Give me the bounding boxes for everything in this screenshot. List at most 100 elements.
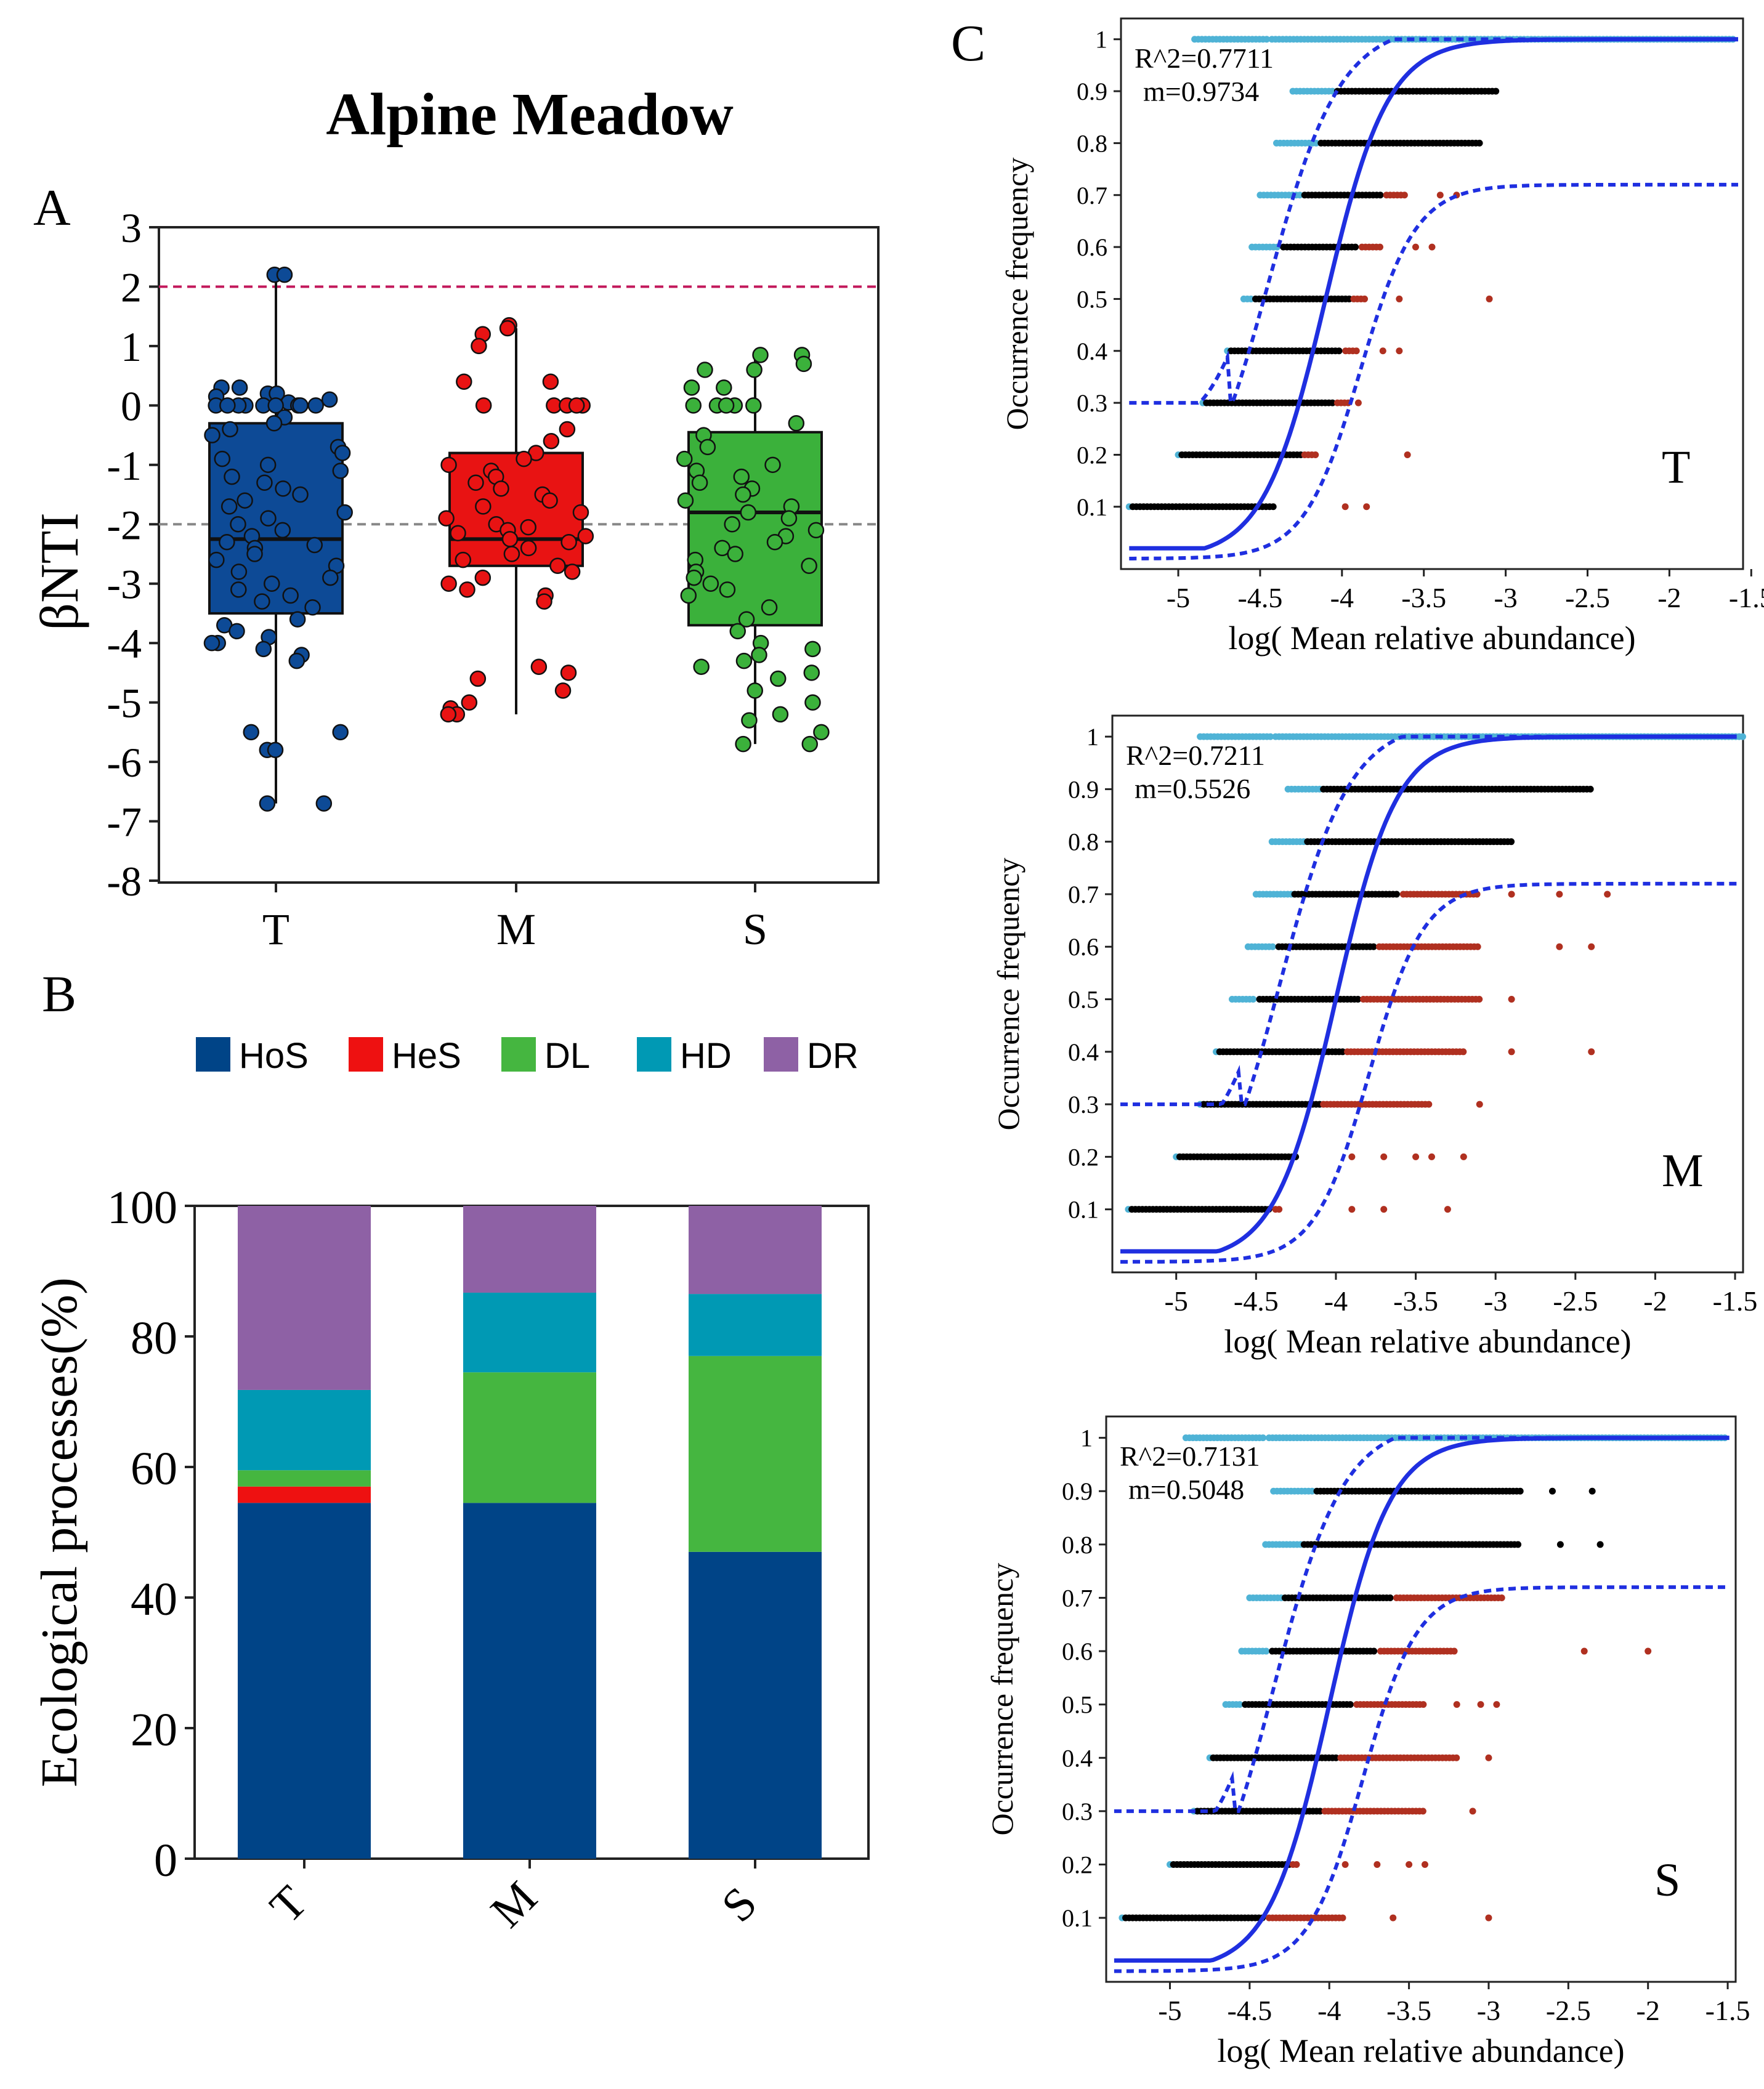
panel-b-bar-m-dl (463, 1372, 596, 1503)
panel-a-ylabel: βNTI (30, 512, 90, 630)
panel-c-point-above (1548, 1487, 1556, 1495)
panel-c-point-neutral (1587, 785, 1594, 793)
panel-b-legend: HoS HeS DL HD DR (196, 1036, 859, 1076)
panel-c-xtick-label: -4.5 (1238, 582, 1283, 613)
panel-c-point-above (1486, 295, 1493, 302)
panel-a-point-s (683, 379, 700, 396)
panel-b-ytick-label: 100 (107, 1182, 177, 1234)
panel-c-point-neutral (1386, 1594, 1394, 1601)
panel-c-point-above (1453, 1754, 1460, 1761)
panel-a-point-s (693, 658, 710, 676)
panel-c-frame (1120, 17, 1744, 570)
panel-a-point-t (229, 623, 245, 640)
panel-a-point-m (474, 569, 492, 586)
panel-a-point-t (222, 421, 238, 438)
panel-b-bar-t-dr (238, 1206, 371, 1390)
panel-a-point-s (761, 599, 778, 616)
panel-a-ytick-label: -3 (107, 561, 142, 608)
panel-a-point-s (746, 362, 763, 378)
panel-a-point-s (733, 468, 750, 485)
panel-c-ytick-label: 0.9 (1077, 78, 1107, 105)
panel-c-plot-s: 0.1 0.2 0.3 0.4 0.5 0.6 0.7 0.8 0.9 1 -5 -4.5 -4 -3.5… (985, 1415, 1750, 2069)
panel-c-r2: R^2=0.7711 (1135, 42, 1274, 74)
panel-a-point-t (321, 391, 338, 408)
panel-c-point-above (1428, 243, 1436, 251)
panel-c-point-neutral (1370, 943, 1377, 950)
panel-b-bar-m-hd (463, 1292, 596, 1373)
panel-a-point-t (292, 397, 309, 414)
panel-b-bar-t-hes (238, 1486, 371, 1503)
panel-c-ytick-label: 0.4 (1077, 337, 1107, 365)
panel-c-r2: R^2=0.7131 (1120, 1440, 1260, 1472)
panel-c-plot-label: M (1662, 1145, 1704, 1197)
panel-c-point-above (1469, 1808, 1476, 1815)
panel-c-point-above (1374, 1861, 1381, 1868)
panel-c-points (1125, 733, 1746, 1213)
panel-c-point-neutral (1316, 1808, 1324, 1815)
panel-a-point-s (752, 347, 769, 363)
panel-c-point-neutral (1352, 243, 1359, 251)
panel-c-xlabel: log( Mean relative abundance) (1224, 1323, 1631, 1360)
panel-a-point-t (203, 634, 220, 652)
panel-a-point-m (542, 373, 559, 390)
panel-a-point-s (735, 652, 753, 669)
panel-c-point-neutral (1393, 891, 1400, 898)
panel-a-point-s (813, 724, 830, 741)
panel-c-ytick-label: 1 (1095, 26, 1107, 54)
panel-a-point-m (543, 432, 560, 450)
panel-c-point-above (1341, 503, 1349, 511)
panel-a-point-m (549, 557, 566, 575)
panel-c-point-above (1419, 1808, 1426, 1815)
panel-c-ylabel: Occurrence frequency (991, 858, 1026, 1131)
panel-a-point-s (746, 682, 763, 699)
panel-a-frame (158, 226, 880, 884)
panel-c-ylabel: Occurrence frequency (1000, 158, 1034, 430)
panel-c-point-below (1267, 733, 1274, 740)
panel-c-xtick-label: -2 (1637, 1995, 1660, 2026)
panel-a-xtick-label: T (262, 905, 289, 954)
panel-c-point-neutral (1370, 1647, 1378, 1655)
panel-c-point-below (1269, 943, 1276, 950)
panel-b-legend-swatch-hd (637, 1037, 671, 1072)
panel-c-point-above (1361, 295, 1368, 302)
panel-a-point-m (493, 480, 509, 497)
panel-c-point-above (1493, 1701, 1500, 1708)
panel-label-c: C (951, 15, 985, 72)
panel-a-point-t (231, 379, 248, 396)
panel-c-point-above (1508, 996, 1515, 1003)
panel-c-point-above (1460, 1153, 1467, 1160)
panel-c-xtick-label: -5 (1165, 1285, 1188, 1317)
panel-c-ytick-label: 0.5 (1068, 986, 1099, 1014)
panel-a-ytick-label: 1 (121, 323, 142, 370)
panel-a-point-s (699, 438, 716, 456)
panel-c-point-neutral (1515, 1541, 1522, 1548)
panel-c-point-above (1588, 1487, 1596, 1495)
panel-a-point-s (795, 355, 812, 373)
panel-a-point-t (289, 611, 306, 628)
panel-b-xtick-label: S (712, 1877, 767, 1932)
panel-b-bar-t-dl (238, 1470, 371, 1487)
panel-b-yticks: 0 20 40 60 80 100 (107, 1182, 195, 1886)
panel-c-point-above (1436, 192, 1444, 199)
panel-c-point-neutral (1516, 1487, 1524, 1495)
panel-c-point-above (1450, 1647, 1458, 1655)
panel-c-xtick-label: -1.5 (1705, 1995, 1750, 2026)
panel-a-point-m (520, 539, 537, 557)
panel-a-point-t (224, 468, 240, 485)
panel-c-xtick-label: -4 (1324, 1285, 1348, 1317)
panel-a-points (203, 266, 830, 812)
panel-a-point-m (461, 694, 478, 711)
panel-a-point-m (560, 665, 577, 681)
panel-a-point-t (264, 575, 280, 592)
panel-c-ytick-label: 0.2 (1062, 1851, 1093, 1878)
panel-a-box-s (687, 430, 823, 627)
panel-a-point-m (520, 519, 536, 536)
panel-c-xtick-label: -2 (1657, 582, 1681, 613)
panel-c-ytick-label: 0.3 (1077, 389, 1107, 417)
panel-b-legend-label-hd: HD (680, 1036, 732, 1076)
panel-a-point-s (738, 611, 755, 628)
panel-c-ytick-label: 0.6 (1068, 933, 1099, 961)
panel-a-boxplot: βNTI 3 2 1 0 -1 -2 -3 -4 -5 -6 -7 -8 T M S (30, 204, 880, 954)
